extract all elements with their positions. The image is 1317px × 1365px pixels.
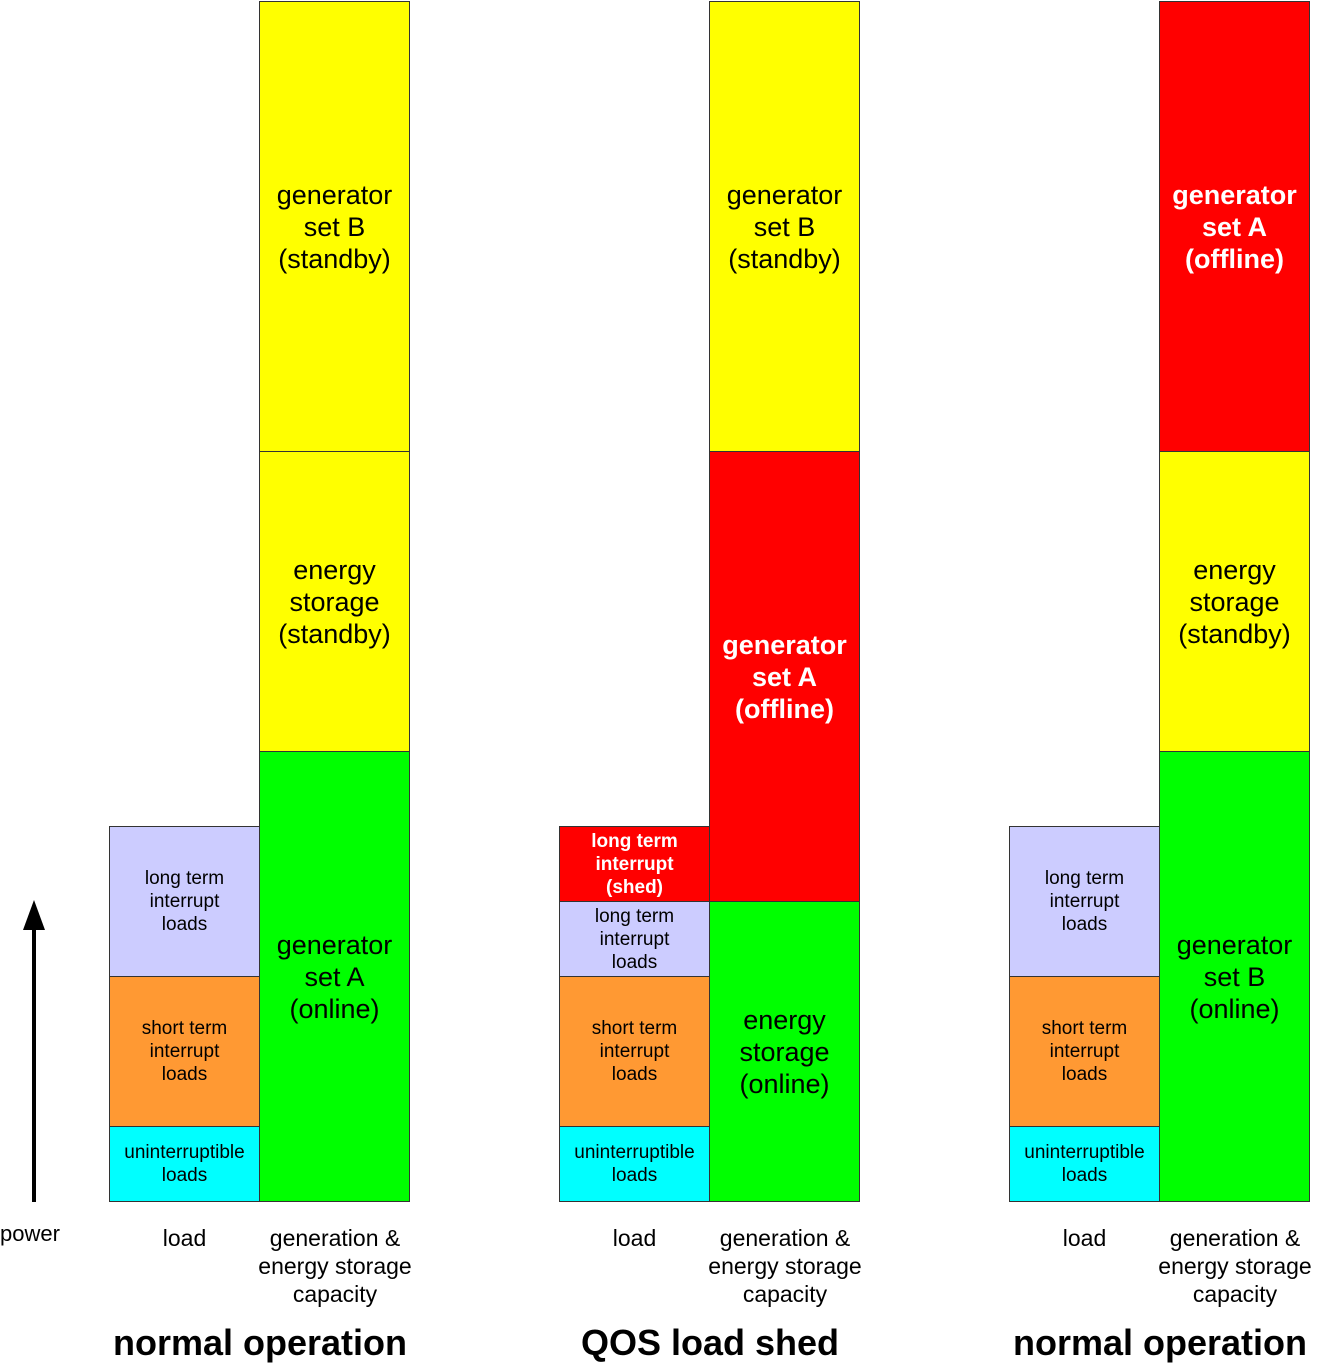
load-column-label: load (162, 1225, 207, 1251)
scenario-title: normal operation (1012, 1322, 1308, 1363)
scenario-qos-load-shed: uninterruptible loads short term interru… (450, 0, 870, 1365)
capacity-column-label: generation & energy storage capacity (1158, 1225, 1312, 1307)
load-column-label: load (1062, 1225, 1107, 1251)
uninterruptible-loads-block: uninterruptible loads (1009, 1126, 1160, 1202)
generator-set-a-offline-block: generator set A (offline) (1159, 1, 1310, 452)
short-term-interrupt-loads-block: short term interrupt loads (1009, 976, 1160, 1127)
long-term-interrupt-loads-block: long term interrupt loads (559, 901, 710, 977)
short-term-interrupt-loads-block: short term interrupt loads (109, 976, 260, 1127)
capacity-column-label: generation & energy storage capacity (258, 1225, 412, 1307)
long-term-interrupt-loads-block: long term interrupt loads (109, 826, 260, 977)
short-term-interrupt-loads-block: short term interrupt loads (559, 976, 710, 1127)
long-term-interrupt-shed-block: long term interrupt (shed) (559, 826, 710, 902)
up-arrow-icon (23, 900, 45, 1202)
long-term-interrupt-loads-block: long term interrupt loads (1009, 826, 1160, 977)
generator-set-b-online-block: generator set B (online) (1159, 751, 1310, 1202)
generator-set-b-standby-block: generator set B (standby) (259, 1, 410, 452)
scenario-normal-operation-b: uninterruptible loads short term interru… (900, 0, 1317, 1365)
energy-storage-standby-block: energy storage (standby) (1159, 451, 1310, 752)
energy-storage-standby-block: energy storage (standby) (259, 451, 410, 752)
scenario-title: normal operation (112, 1322, 408, 1363)
generator-set-a-offline-block: generator set A (offline) (709, 451, 860, 902)
uninterruptible-loads-block: uninterruptible loads (109, 1126, 260, 1202)
scenario-normal-operation-a: uninterruptible loads short term interru… (0, 0, 420, 1365)
power-axis-label: power (0, 1221, 60, 1246)
scenario-title: QOS load shed (580, 1322, 840, 1363)
uninterruptible-loads-block: uninterruptible loads (559, 1126, 710, 1202)
energy-storage-online-block: energy storage (online) (709, 901, 860, 1202)
load-column-label: load (612, 1225, 657, 1251)
capacity-column-label: generation & energy storage capacity (708, 1225, 862, 1307)
generator-set-a-online-block: generator set A (online) (259, 751, 410, 1202)
generator-set-b-standby-block: generator set B (standby) (709, 1, 860, 452)
